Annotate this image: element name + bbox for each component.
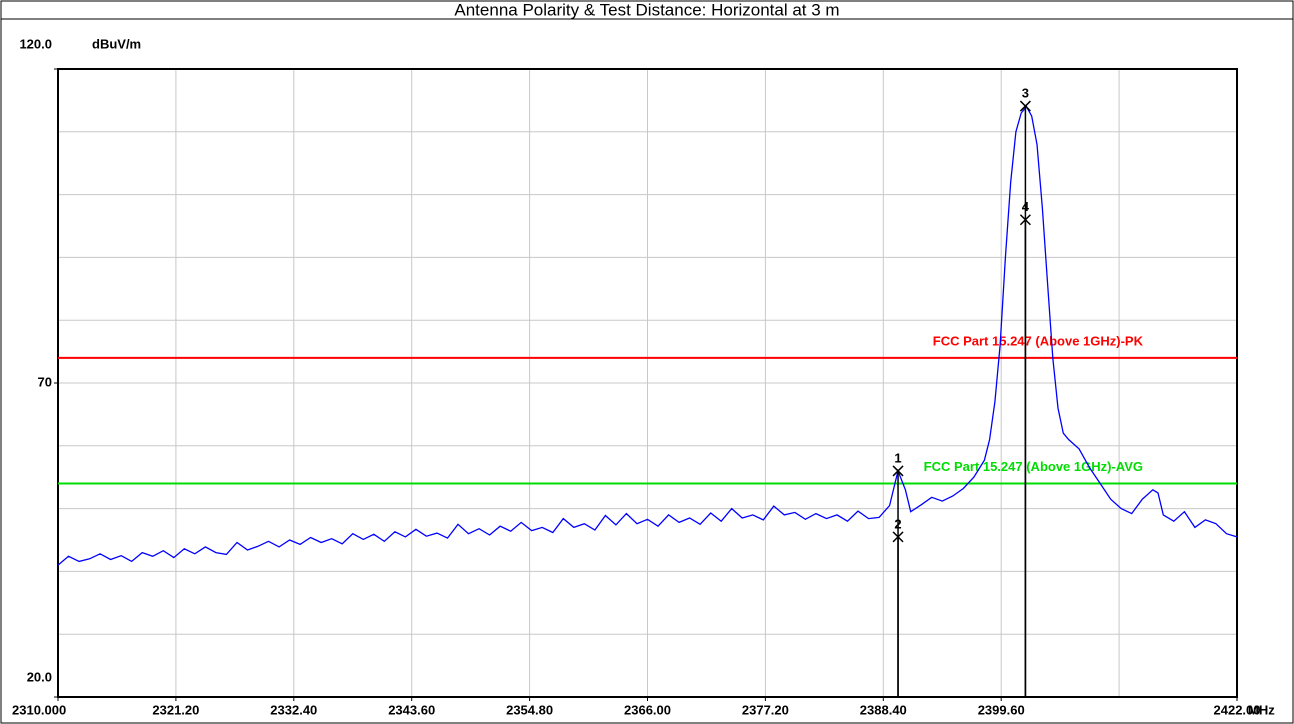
x-tick-label: 2422.00 — [1214, 702, 1261, 717]
x-tick-label: 2366.00 — [624, 702, 671, 717]
marker-label: 3 — [1022, 85, 1029, 100]
chart-title: Antenna Polarity & Test Distance: Horizo… — [454, 0, 839, 19]
x-tick-label: 2332.40 — [270, 702, 317, 717]
marker — [1019, 214, 1031, 226]
marker-label: 4 — [1022, 199, 1030, 214]
x-unit: MHz — [1248, 702, 1275, 717]
y-unit: dBuV/m — [92, 36, 141, 51]
plot-area — [57, 68, 1238, 698]
marker-label: 2 — [894, 516, 901, 531]
limit-label: FCC Part 15.247 (Above 1GHz)-AVG — [924, 459, 1143, 474]
x-tick-label: 2354.80 — [506, 702, 553, 717]
x-tick-label: 2399.60 — [978, 702, 1025, 717]
x-tick-label: 2343.60 — [388, 702, 435, 717]
limit-label: FCC Part 15.247 (Above 1GHz)-PK — [933, 333, 1144, 348]
y-tick-label: 20.0 — [27, 669, 52, 684]
marker — [1019, 100, 1031, 112]
y-tick-label: 120.0 — [19, 36, 52, 51]
x-tick-label: 2310.000 — [12, 702, 66, 717]
marker-label: 1 — [894, 450, 901, 465]
y-tick-label: 70 — [38, 374, 52, 389]
x-tick-label: 2321.20 — [152, 702, 199, 717]
x-tick-label: 2377.20 — [742, 702, 789, 717]
trace — [57, 105, 1238, 566]
marker — [892, 465, 904, 477]
marker — [892, 531, 904, 543]
x-tick-label: 2388.40 — [860, 702, 907, 717]
